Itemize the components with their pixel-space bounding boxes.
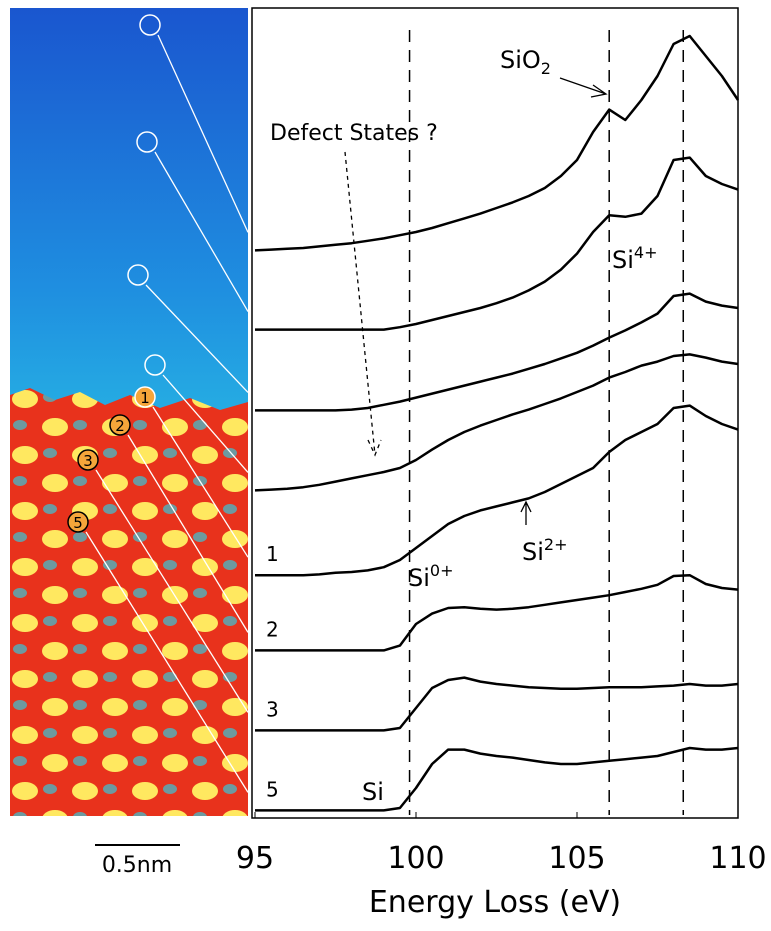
series-label: 5 — [266, 777, 279, 801]
plot-frame — [251, 7, 739, 819]
pointer-arrow — [145, 284, 249, 393]
spectrum — [255, 404, 739, 577]
pointer-arrow — [154, 151, 249, 312]
pointer-arrow — [95, 469, 249, 713]
probe-circle — [144, 354, 166, 376]
scale-bar-label: 0.5nm — [102, 853, 172, 878]
probe-circle — [77, 449, 99, 471]
probe-circle — [134, 386, 156, 408]
probe-circle — [136, 131, 158, 153]
pointer-arrow — [152, 406, 249, 558]
pointer-arrow — [85, 531, 249, 793]
series-label: 2 — [266, 617, 279, 641]
x-tick-label: 95 — [236, 841, 274, 876]
annotation: Si2+ — [522, 535, 568, 566]
annotation-sub: 2 — [541, 59, 551, 78]
annotation-arrow — [344, 151, 382, 457]
annotation-text: Si — [408, 564, 430, 592]
marker-layer: 12 3 5 — [67, 14, 249, 793]
annotation-text: Si — [362, 778, 384, 806]
x-tick-label: 100 — [387, 841, 444, 876]
probe-label: 2 — [115, 417, 125, 435]
series-label: 3 — [266, 697, 279, 721]
spectrum — [255, 156, 739, 331]
probe-label: 1 — [140, 389, 150, 407]
probe-circle — [109, 414, 131, 436]
annotation-sup: 2+ — [544, 535, 568, 554]
pointer-arrow — [127, 434, 249, 633]
annotation: Si0+ — [408, 561, 454, 592]
probe-circle — [139, 14, 161, 36]
annotation-sup: 0+ — [430, 561, 454, 580]
series-label: 1 — [266, 542, 279, 566]
micrograph — [10, 8, 248, 816]
spectrum — [254, 34, 740, 252]
probe-circle — [67, 511, 89, 533]
spectrum — [255, 676, 739, 732]
annotation-arrow — [559, 77, 608, 98]
annotation-text: SiO — [500, 46, 541, 74]
annotation: SiO2 — [500, 46, 551, 78]
spectrum — [255, 746, 739, 812]
probe-label: 3 — [83, 452, 93, 470]
x-axis-label: Energy Loss (eV) — [369, 885, 621, 920]
annotation-arrow — [520, 500, 532, 525]
spectrum — [254, 353, 739, 492]
annotation-text: Si — [612, 246, 634, 274]
pointer-arrow — [162, 374, 249, 473]
pointer-arrow — [157, 34, 249, 233]
annotation: Defect States ? — [270, 121, 438, 146]
probe-label: 5 — [73, 514, 83, 532]
annotation-sup: 4+ — [634, 243, 658, 262]
annotation: Si4+ — [612, 243, 658, 274]
annotation: Si — [362, 778, 384, 806]
spectrum — [255, 573, 739, 652]
spectrum — [255, 292, 739, 412]
probe-circle — [127, 264, 149, 286]
annotation-text: Si — [522, 538, 544, 566]
x-tick-label: 110 — [709, 841, 766, 876]
annotation-text: Defect States ? — [270, 121, 438, 146]
x-tick-label: 105 — [548, 841, 605, 876]
